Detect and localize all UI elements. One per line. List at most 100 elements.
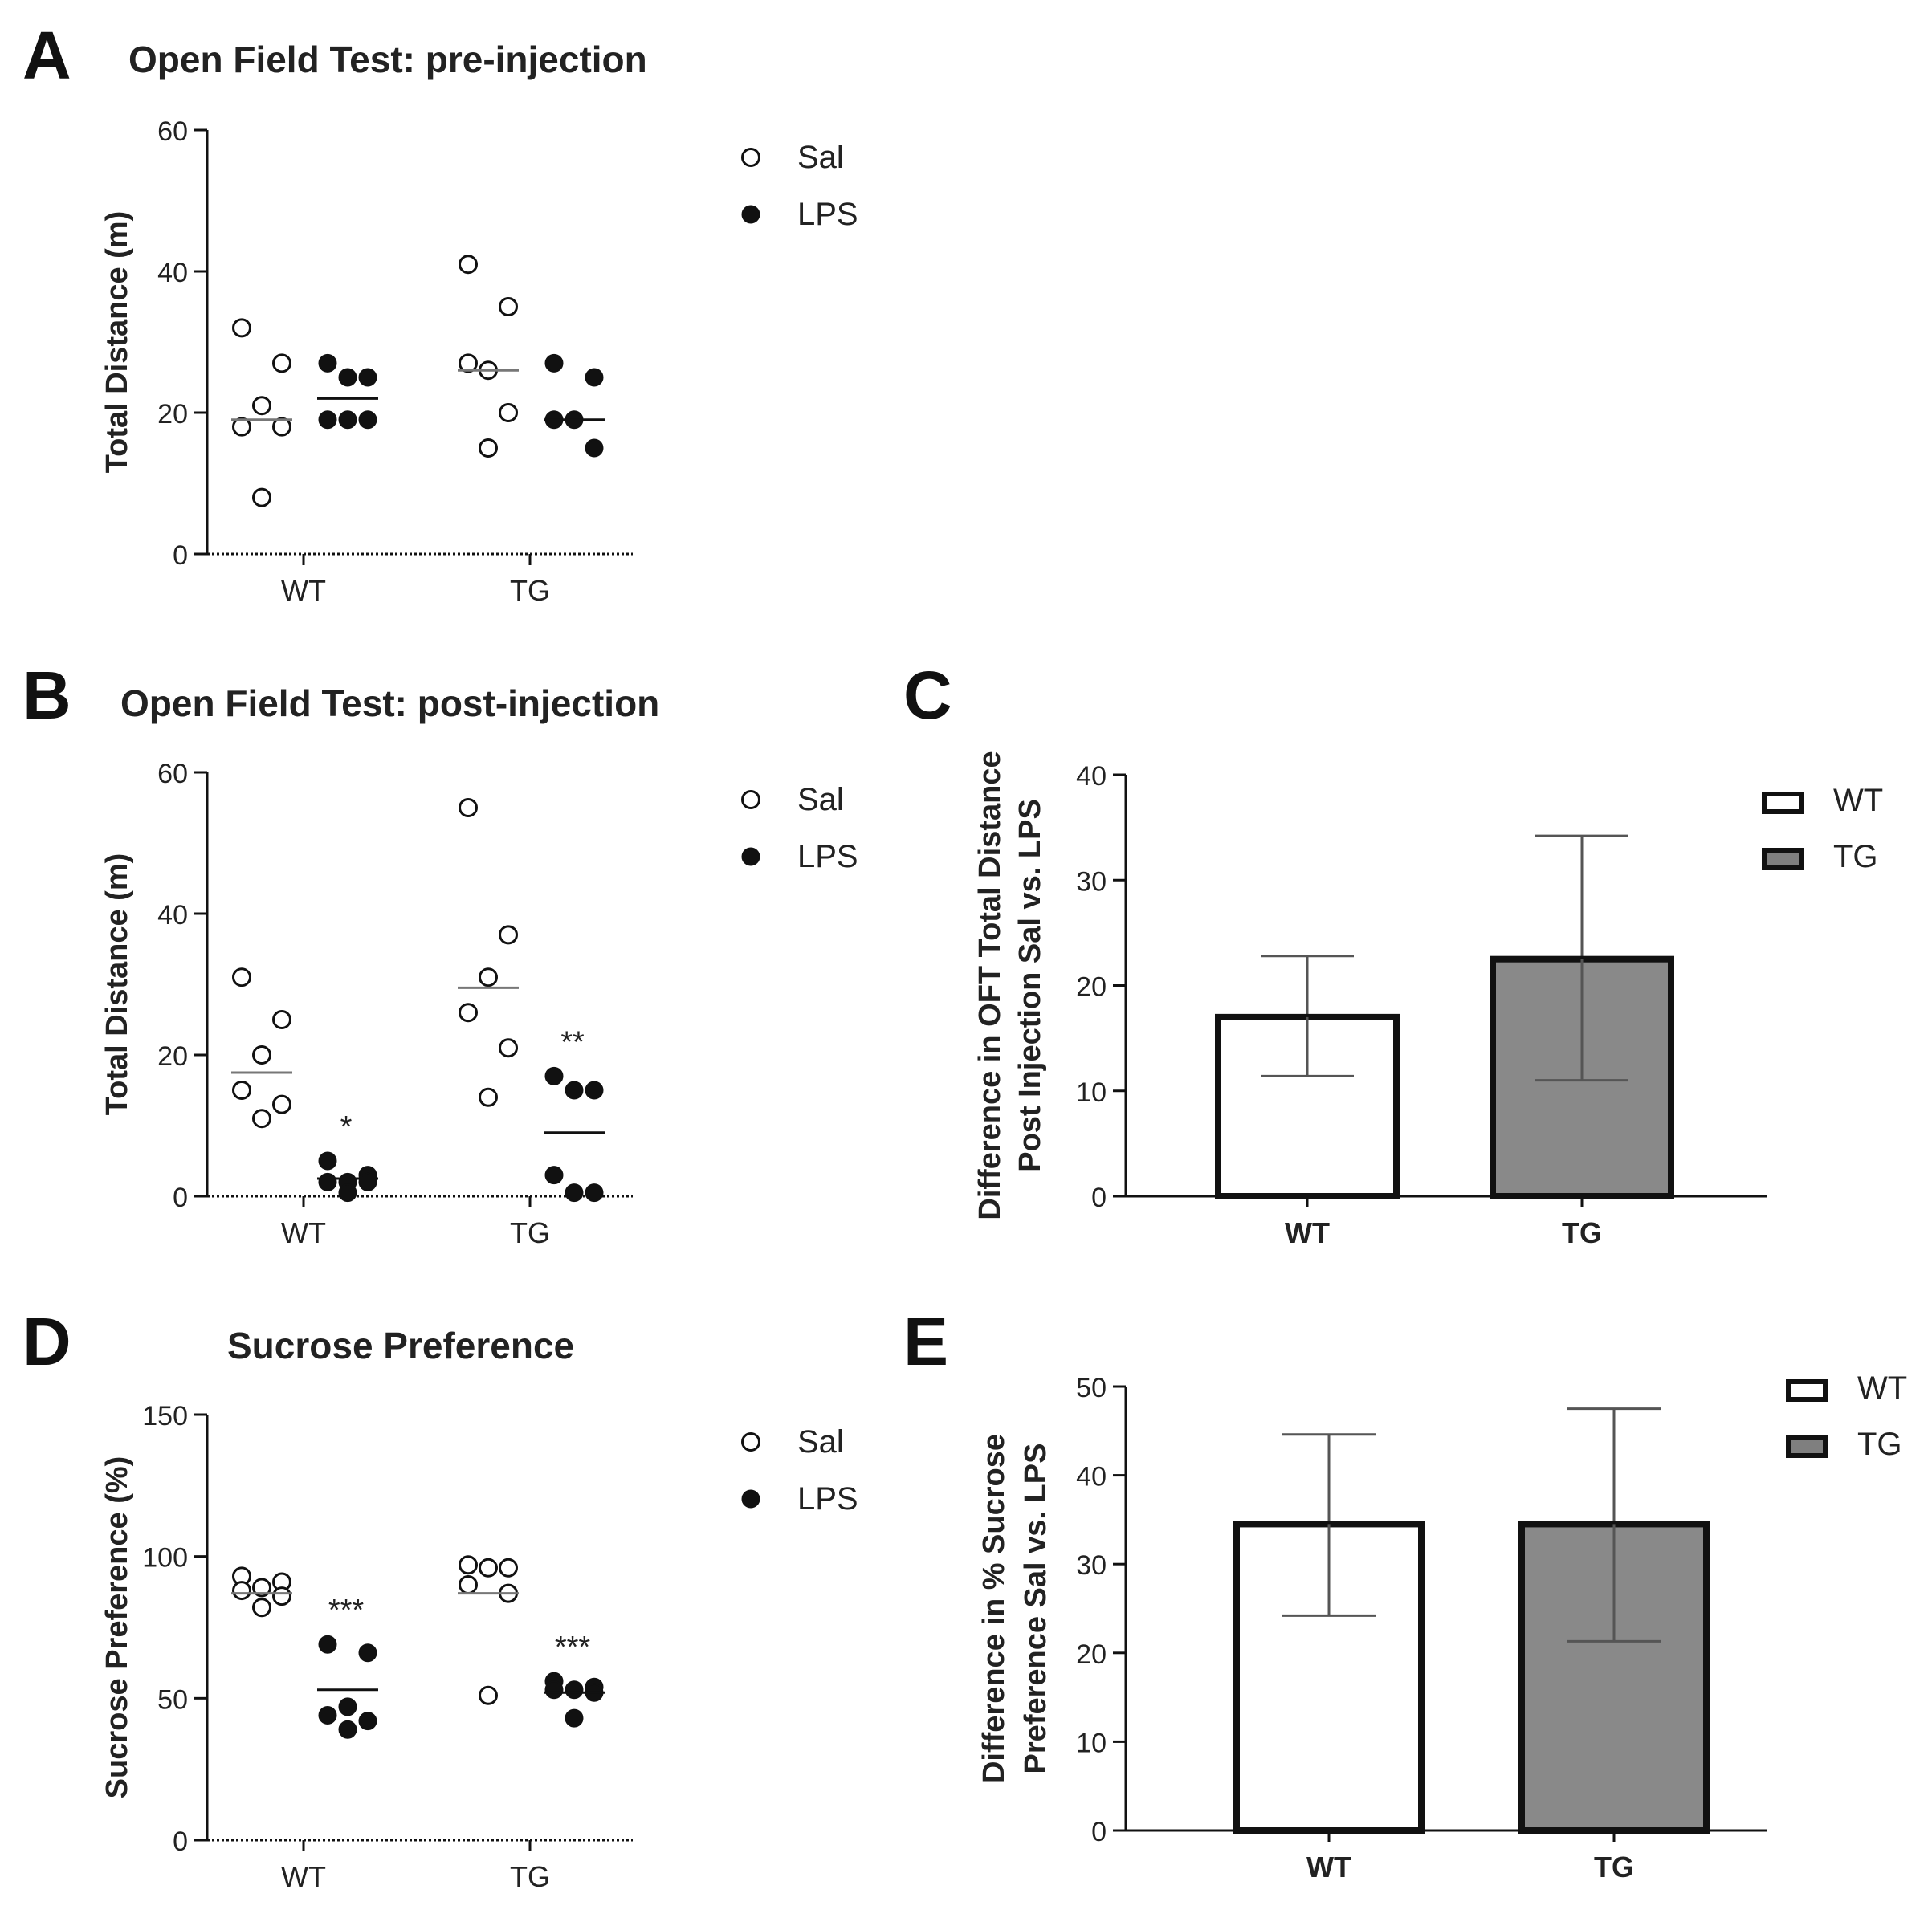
lps-point <box>318 410 337 430</box>
legend-wt-label: WT <box>1857 1370 1907 1406</box>
lps-point <box>338 1183 357 1203</box>
panel-letter-a: A <box>22 18 71 93</box>
x-tick-label: WT <box>1285 1216 1330 1249</box>
lps-point <box>318 1172 337 1191</box>
y-tick-label: 50 <box>157 1684 188 1715</box>
legend-sal-label: Sal <box>797 782 844 817</box>
x-tick-label: WT <box>281 574 326 607</box>
legend-wt-label: WT <box>1833 783 1883 818</box>
sal-point <box>479 1685 498 1705</box>
sal-point <box>272 1586 291 1606</box>
y-tick-label: 0 <box>1091 1817 1107 1847</box>
lps-point <box>338 1720 357 1739</box>
chart-title: Open Field Test: post-injection <box>120 682 659 724</box>
lps-point <box>544 1166 564 1185</box>
sal-point <box>459 353 478 373</box>
lps-point <box>358 1643 377 1663</box>
sal-point <box>252 1578 271 1598</box>
significance-marker: * <box>340 1110 353 1144</box>
sal-point <box>499 297 518 316</box>
legend-sal-marker <box>741 1432 760 1452</box>
chart-e-sucrose-difference: 0 10 20 30 40 50 WT TG Difference in % Sucrose Pr… <box>977 1370 1907 1883</box>
legend-lps-marker <box>741 205 760 224</box>
sal-point <box>252 1045 271 1065</box>
legend-tg-swatch <box>1762 848 1804 870</box>
sal-point <box>499 1038 518 1058</box>
lps-point <box>318 1635 337 1654</box>
lps-point <box>358 410 377 430</box>
legend-sal-label: Sal <box>797 140 844 175</box>
lps-point <box>544 1066 564 1085</box>
sal-point <box>479 967 498 987</box>
y-axis-label-line: Difference in OFT Total Distance <box>973 751 1007 1220</box>
chart-a-open-field-pre: Open Field Test: pre-injection 0 20 40 60 WT T… <box>100 39 858 607</box>
sal-point <box>272 353 291 373</box>
lps-point <box>318 1151 337 1171</box>
x-tick-label: TG <box>510 574 550 607</box>
lps-point <box>338 368 357 387</box>
lps-point <box>358 1712 377 1731</box>
sal-point <box>252 487 271 507</box>
lps-point <box>585 1081 604 1100</box>
y-tick-label: 10 <box>1076 1728 1107 1758</box>
sal-point <box>232 417 251 437</box>
sal-point <box>459 798 478 817</box>
x-tick-label: WT <box>1306 1851 1351 1883</box>
lps-point <box>585 438 604 458</box>
sal-point <box>459 1003 478 1023</box>
legend-wt-swatch <box>1762 792 1804 814</box>
lps-point <box>338 410 357 430</box>
panel-letter-e: E <box>903 1304 948 1379</box>
sal-point <box>232 318 251 338</box>
lps-point <box>565 1680 584 1700</box>
sal-point <box>459 1555 478 1575</box>
legend-lps-marker <box>741 847 760 866</box>
y-tick-label: 0 <box>173 1183 188 1213</box>
x-tick-label: WT <box>281 1860 326 1893</box>
significance-marker: *** <box>555 1631 591 1664</box>
legend-lps-label: LPS <box>797 839 858 874</box>
y-tick-label: 20 <box>1076 972 1107 1003</box>
sal-point <box>252 396 271 416</box>
sal-point <box>232 1581 251 1601</box>
chart-title: Open Field Test: pre-injection <box>128 39 647 80</box>
lps-point <box>585 368 604 387</box>
sal-point <box>272 417 291 437</box>
panel-letter-c: C <box>903 658 952 733</box>
chart-d-sucrose-preference: Sucrose Preference 0 50 100 150 WT TG Sucrose P… <box>100 1325 858 1893</box>
x-tick-label: TG <box>510 1860 550 1893</box>
panel-letter-d: D <box>22 1304 71 1379</box>
y-axis-label-line: Post Injection Sal vs. LPS <box>1013 799 1047 1172</box>
y-tick-label: 0 <box>1091 1183 1107 1213</box>
lps-point <box>565 1183 584 1203</box>
sal-point <box>499 403 518 422</box>
chart-b-open-field-post: Open Field Test: post-injection 0 20 40 60 WT… <box>100 682 858 1249</box>
y-tick-label: 30 <box>1076 866 1107 897</box>
y-axis-label: Total Distance (m) <box>100 853 134 1116</box>
lps-point <box>338 1697 357 1716</box>
lps-point <box>565 1081 584 1100</box>
y-tick-label: 20 <box>157 1041 188 1072</box>
x-tick-label: TG <box>1594 1851 1634 1883</box>
y-tick-label: 0 <box>173 1826 188 1857</box>
lps-point <box>585 1183 604 1203</box>
y-tick-label: 50 <box>1076 1373 1107 1403</box>
lps-point <box>544 353 564 373</box>
chart-title: Sucrose Preference <box>227 1325 574 1366</box>
lps-point <box>544 1680 564 1700</box>
sal-point <box>272 1010 291 1029</box>
lps-point <box>318 353 337 373</box>
y-axis-label: Total Distance (m) <box>100 211 134 474</box>
panel-letter-b: B <box>22 658 71 733</box>
x-tick-label: TG <box>510 1216 550 1249</box>
legend-tg-swatch <box>1786 1435 1828 1458</box>
y-tick-label: 100 <box>142 1543 188 1574</box>
y-tick-label: 40 <box>157 258 188 288</box>
sal-point <box>232 967 251 987</box>
sal-point <box>459 255 478 275</box>
y-tick-label: 150 <box>142 1401 188 1431</box>
legend-lps-marker <box>741 1489 760 1509</box>
y-tick-label: 20 <box>157 399 188 430</box>
lps-point <box>358 368 377 387</box>
